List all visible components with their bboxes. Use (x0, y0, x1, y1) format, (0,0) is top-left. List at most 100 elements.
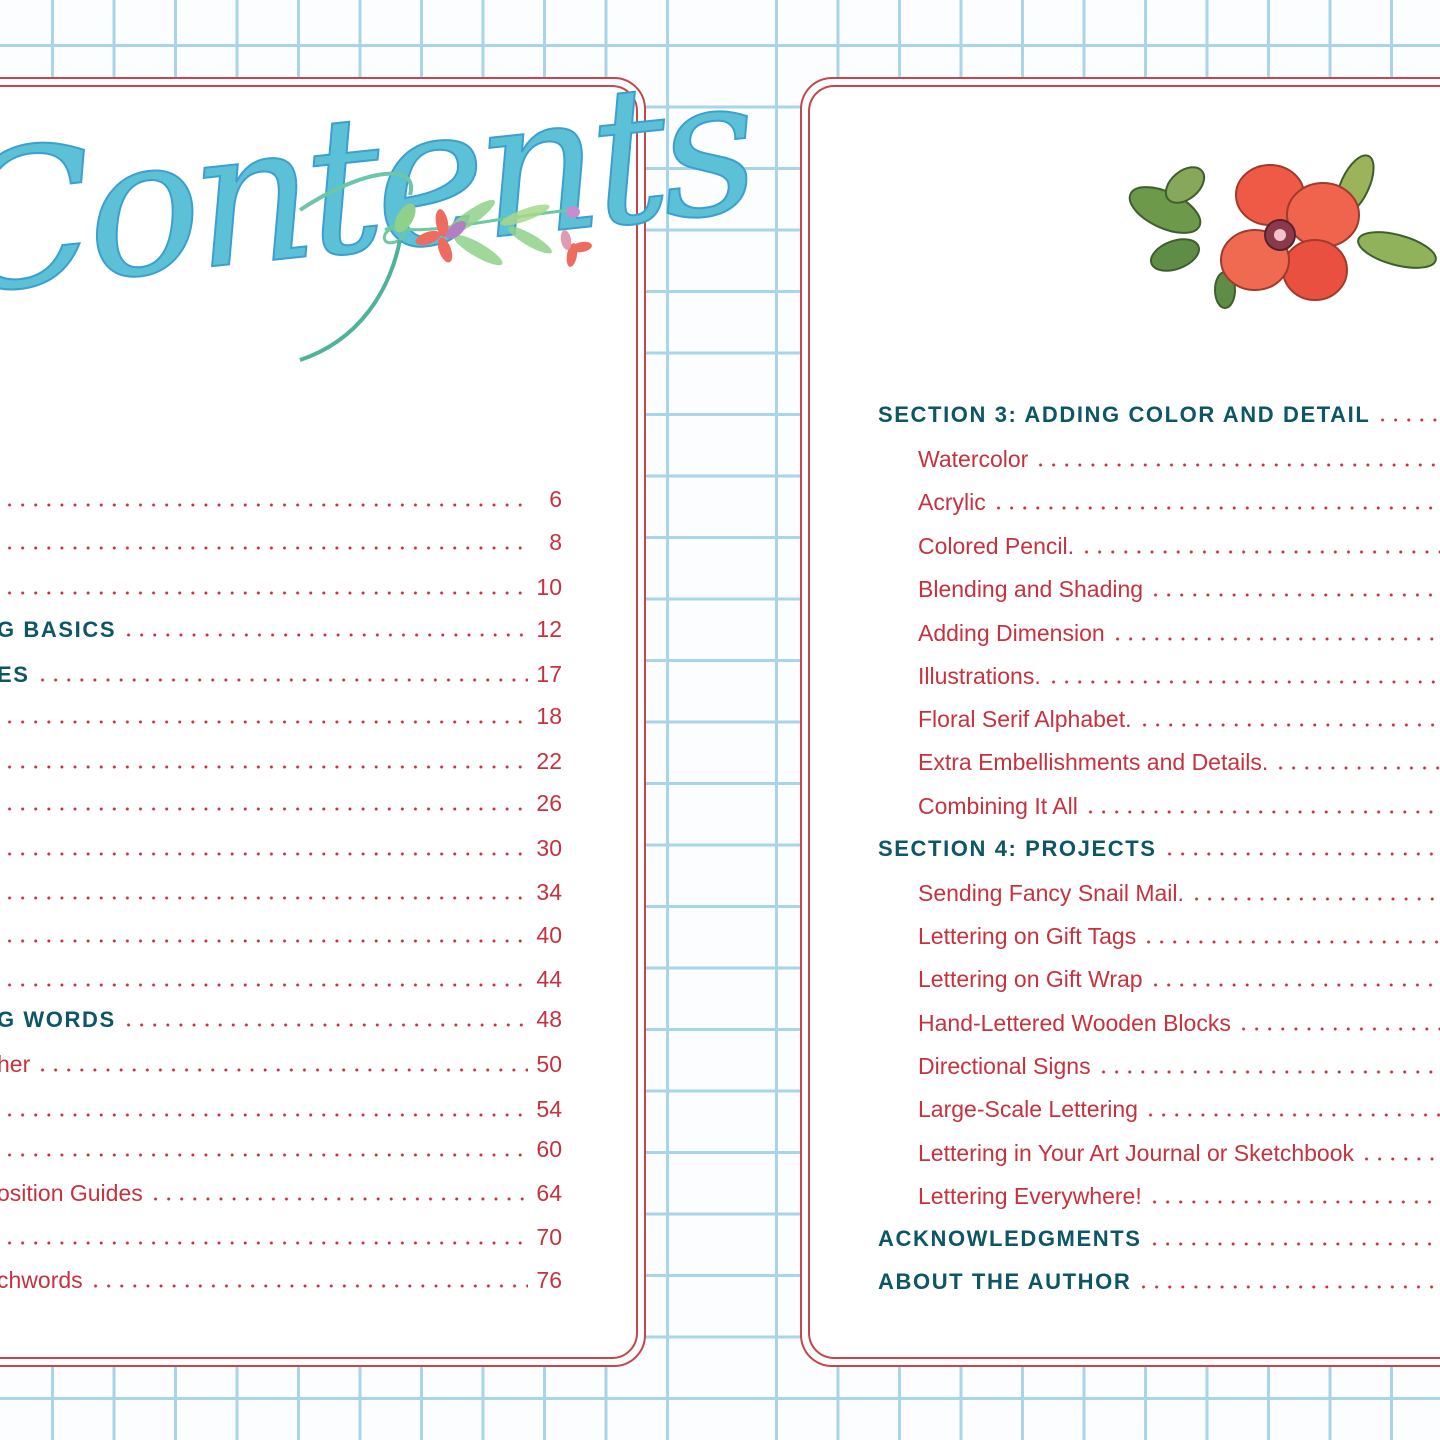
dot-leader (1274, 766, 1440, 770)
toc-entry: 6 (0, 486, 562, 513)
toc-entry: osition Guides 64 (0, 1180, 562, 1207)
right-page-inner-frame (808, 85, 1440, 1359)
toc-entry-title: Lettering Everywhere! (918, 1183, 1142, 1209)
toc-entry: 30 (0, 835, 562, 862)
dot-leader (35, 678, 528, 682)
toc-page-number: 60 (536, 1136, 562, 1162)
toc-entry: Colored Pencil. (918, 533, 1440, 560)
toc-entry-title: ABOUT THE AUTHOR (878, 1269, 1132, 1294)
toc-entry: SECTION 3: ADDING COLOR AND DETAIL (878, 402, 1440, 428)
toc-entry-title: G WORDS (0, 1007, 116, 1032)
toc-entry: her 50 (0, 1051, 562, 1078)
dot-leader (1162, 852, 1440, 856)
red-flower-with-leaves-icon (1128, 154, 1437, 309)
toc-page-number: 48 (536, 1006, 562, 1032)
toc-entry: 60 (0, 1136, 562, 1163)
toc-entry: 22 (0, 748, 562, 775)
toc-entry-title: Illustrations. (918, 663, 1041, 689)
floral-sprig-icon (298, 171, 592, 362)
toc-entry-title: Large-Scale Lettering (918, 1096, 1138, 1122)
dot-leader (1079, 550, 1440, 554)
dot-leader (122, 633, 528, 637)
toc-page-number: 64 (536, 1180, 562, 1206)
toc-entry-title: Lettering in Your Art Journal or Sketchb… (918, 1140, 1355, 1166)
dot-leader (3, 1113, 528, 1117)
toc-entry: 26 (0, 790, 562, 817)
dot-leader (148, 1197, 528, 1201)
toc-entry: Sending Fancy Snail Mail. (918, 880, 1440, 907)
dot-leader (88, 1284, 528, 1288)
dot-leader (3, 939, 528, 943)
toc-page-number: 30 (536, 835, 562, 861)
dot-leader (3, 765, 528, 769)
dot-leader (1149, 593, 1440, 597)
toc-page-number: 34 (536, 879, 562, 905)
toc-entry: Lettering on Gift Tags (918, 923, 1440, 950)
toc-entry: 54 (0, 1096, 562, 1123)
dot-leader (1083, 810, 1440, 814)
toc-page-number: 22 (536, 748, 562, 774)
toc-entry-title: ACKNOWLEDGMENTS (878, 1226, 1142, 1251)
toc-entry-title: Directional Signs (918, 1053, 1091, 1079)
toc-entry: Lettering in Your Art Journal or Sketchb… (918, 1140, 1440, 1167)
toc-entry-title: Adding Dimension (918, 620, 1105, 646)
toc-entry-title: Floral Serif Alphabet. (918, 706, 1132, 732)
toc-entry: 18 (0, 703, 562, 730)
toc-entry-title: Sending Fancy Snail Mail. (918, 880, 1184, 906)
dot-leader (3, 983, 528, 987)
dot-leader (1147, 1200, 1440, 1204)
toc-entry: G WORDS 48 (0, 1006, 562, 1033)
toc-page-number: 40 (536, 922, 562, 948)
dot-leader (1360, 1157, 1440, 1161)
toc-entry-title: Extra Embellishments and Details. (918, 749, 1269, 775)
dot-leader (1143, 1113, 1440, 1117)
toc-entry: Lettering Everywhere! (918, 1183, 1440, 1210)
dot-leader (1376, 418, 1440, 422)
toc-page-number: 44 (536, 966, 562, 992)
dot-leader (1137, 1285, 1440, 1289)
dot-leader (36, 1068, 528, 1072)
dot-leader (3, 807, 528, 811)
toc-entry: Large-Scale Lettering (918, 1096, 1440, 1123)
toc-entry-title: Acrylic (918, 489, 986, 515)
dot-leader (1034, 463, 1440, 467)
toc-entry: Acrylic (918, 489, 1440, 516)
toc-entry: G BASICS 12 (0, 616, 562, 643)
toc-entry-title: Blending and Shading (918, 576, 1144, 602)
toc-entry: chwords 76 (0, 1267, 562, 1294)
toc-entry: Combining It All (918, 793, 1440, 820)
toc-entry: 8 (0, 529, 562, 556)
toc-entry: Adding Dimension (918, 620, 1440, 647)
toc-page-number: 10 (536, 574, 562, 600)
dot-leader (1137, 723, 1440, 727)
dot-leader (1189, 897, 1440, 901)
dot-leader (3, 1153, 528, 1157)
toc-page-number: 12 (536, 616, 562, 642)
dot-leader (1147, 1242, 1440, 1246)
toc-entry-title: Hand-Lettered Wooden Blocks (918, 1010, 1231, 1036)
toc-entry: Watercolor (918, 446, 1440, 473)
dot-leader (3, 503, 528, 507)
toc-entry: SECTION 4: PROJECTS (878, 836, 1440, 862)
toc-entry-title: Lettering on Gift Tags (918, 923, 1137, 949)
toc-entry: Extra Embellishments and Details. (918, 749, 1440, 776)
dot-leader (3, 896, 528, 900)
toc-page-number: 8 (549, 529, 562, 555)
toc-entry: Lettering on Gift Wrap (918, 966, 1440, 993)
dot-leader (3, 720, 528, 724)
toc-entry-title: SECTION 4: PROJECTS (878, 836, 1157, 861)
toc-page-number: 26 (536, 790, 562, 816)
toc-entry-title: SECTION 3: ADDING COLOR AND DETAIL (878, 402, 1371, 427)
toc-entry: Blending and Shading (918, 576, 1440, 603)
toc-entry: Illustrations. (918, 663, 1440, 690)
toc-entry: 34 (0, 879, 562, 906)
toc-page-number: 54 (536, 1096, 562, 1122)
toc-page-number: 17 (536, 661, 562, 687)
toc-entry: Floral Serif Alphabet. (918, 706, 1440, 733)
toc-entry-title: Watercolor (918, 446, 1029, 472)
toc-entry-title: Colored Pencil. (918, 533, 1074, 559)
toc-entry-title: chwords (0, 1267, 83, 1293)
toc-entry-title: G BASICS (0, 617, 117, 642)
toc-entry: ABOUT THE AUTHOR (878, 1269, 1440, 1295)
dot-leader (3, 591, 528, 595)
